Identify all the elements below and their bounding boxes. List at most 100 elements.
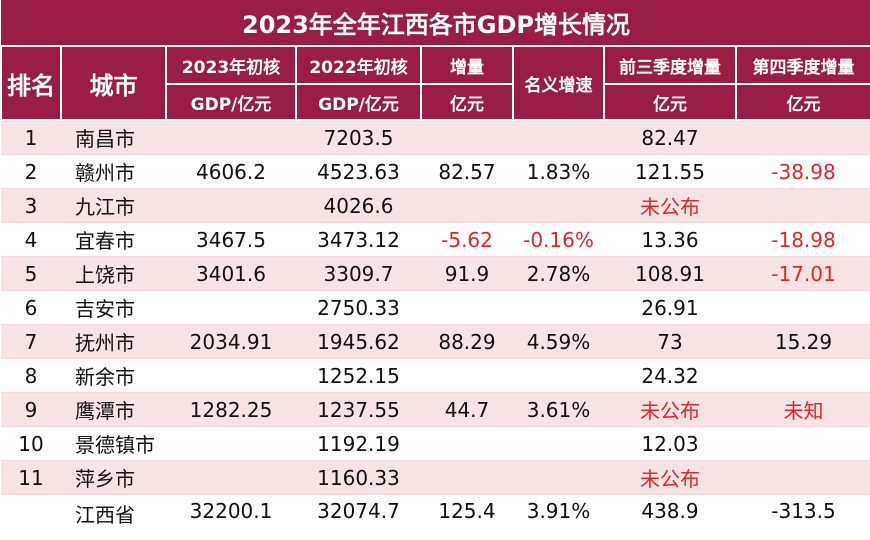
empty-cell <box>513 460 604 495</box>
column-header: 2023年初核 <box>165 45 297 85</box>
column-header: 增量 <box>420 45 514 85</box>
city-cell: 新余市 <box>61 358 166 393</box>
value-cell: 2 <box>1 154 61 189</box>
empty-cell <box>513 120 604 155</box>
value-cell: 3 <box>1 188 61 223</box>
value-cell: 3.91% <box>513 494 604 540</box>
value-cell: 1.83% <box>513 154 604 189</box>
column-unit: 亿元 <box>420 83 514 121</box>
table-row: 8 新余市 1252.15 24.32 <box>1 358 870 393</box>
table-title: 2023年全年江西各市GDP增长情况 <box>1 0 870 47</box>
empty-cell <box>1 494 61 540</box>
value-cell: 1237.55 <box>296 392 421 427</box>
city-cell: 南昌市 <box>61 120 166 155</box>
empty-cell <box>166 358 296 393</box>
table-row: 5 上饶市 3401.6 3309.7 91.9 2.78% 108.91 -17.01 <box>1 256 870 291</box>
value-cell: 1192.19 <box>296 426 421 461</box>
empty-cell <box>736 358 870 393</box>
value-cell: 121.55 <box>604 154 736 189</box>
value-cell: 1 <box>1 120 61 155</box>
table-body: 1 南昌市 7203.5 82.47 2 赣州市 4606.2 4523.63 82.57 1.8… <box>1 120 870 540</box>
city-cell: 江西省 <box>61 494 166 540</box>
value-cell: -5.62 <box>421 222 513 257</box>
header-row: GDP/亿元 GDP/亿元 亿元 亿元 亿元 <box>1 83 870 121</box>
city-cell: 吉安市 <box>61 290 166 325</box>
empty-cell <box>166 460 296 495</box>
table-row: 4 宜春市 3467.5 3473.12 -5.62 -0.16% 13.36 -18.98 <box>1 222 870 257</box>
empty-cell <box>166 290 296 325</box>
value-cell: 82.57 <box>421 154 513 189</box>
value-cell: 未公布 <box>604 460 736 495</box>
column-unit: GDP/亿元 <box>165 83 297 121</box>
empty-cell <box>166 188 296 223</box>
table-row: 11 萍乡市 1160.33 未公布 <box>1 460 870 495</box>
value-cell: 6 <box>1 290 61 325</box>
value-cell: 未公布 <box>604 392 736 427</box>
value-cell: 108.91 <box>604 256 736 291</box>
empty-cell <box>421 290 513 325</box>
city-cell: 萍乡市 <box>61 460 166 495</box>
empty-cell <box>736 290 870 325</box>
city-cell: 九江市 <box>61 188 166 223</box>
value-cell: 15.29 <box>736 324 870 359</box>
column-header: 第四季度增量 <box>734 45 870 85</box>
value-cell: 32200.1 <box>166 494 296 540</box>
value-cell: 4026.6 <box>296 188 421 223</box>
value-cell: 4606.2 <box>166 154 296 189</box>
value-cell: 10 <box>1 426 61 461</box>
value-cell: 未公布 <box>604 188 736 223</box>
value-cell: 3401.6 <box>166 256 296 291</box>
value-cell: 91.9 <box>421 256 513 291</box>
table-row: 江西省 32200.1 32074.7 125.4 3.91% 438.9 -313.5 <box>1 494 870 540</box>
column-header: 前三季度增量 <box>603 45 737 85</box>
empty-cell <box>166 426 296 461</box>
city-cell: 宜春市 <box>61 222 166 257</box>
value-cell: 88.29 <box>421 324 513 359</box>
header-row: 排名 城市 2023年初核 2022年初核 增量 名义增速 前三季度增量 第四季度增量 <box>0 45 870 121</box>
value-cell: 2.78% <box>513 256 604 291</box>
empty-cell <box>513 290 604 325</box>
value-cell: 3309.7 <box>296 256 421 291</box>
empty-cell <box>421 120 513 155</box>
empty-cell <box>736 120 870 155</box>
empty-cell <box>736 426 870 461</box>
city-cell: 鹰潭市 <box>61 392 166 427</box>
column-header: 城市 <box>60 45 167 121</box>
value-cell: 1945.62 <box>296 324 421 359</box>
city-cell: 上饶市 <box>61 256 166 291</box>
column-unit: 亿元 <box>603 83 737 121</box>
table-row: 6 吉安市 2750.33 26.91 <box>1 290 870 325</box>
value-cell: 1282.25 <box>166 392 296 427</box>
value-cell: -17.01 <box>736 256 870 291</box>
value-cell: 7203.5 <box>296 120 421 155</box>
value-cell: 5 <box>1 256 61 291</box>
empty-cell <box>421 460 513 495</box>
value-cell: 9 <box>1 392 61 427</box>
value-cell: 82.47 <box>604 120 736 155</box>
value-cell: 32074.7 <box>296 494 421 540</box>
table-row: 7 抚州市 2034.91 1945.62 88.29 4.59% 73 15.29 <box>1 324 870 359</box>
value-cell: 2750.33 <box>296 290 421 325</box>
column-unit: 亿元 <box>734 83 870 121</box>
value-cell: -18.98 <box>736 222 870 257</box>
value-cell: 3467.5 <box>166 222 296 257</box>
column-header: 名义增速 <box>512 45 605 121</box>
value-cell: 4.59% <box>513 324 604 359</box>
city-cell: 赣州市 <box>61 154 166 189</box>
value-cell: 438.9 <box>604 494 736 540</box>
value-cell: 1160.33 <box>296 460 421 495</box>
column-unit: GDP/亿元 <box>295 83 422 121</box>
table-row: 3 九江市 4026.6 未公布 <box>1 188 870 223</box>
column-header: 排名 <box>0 45 62 121</box>
value-cell: 8 <box>1 358 61 393</box>
value-cell: 4523.63 <box>296 154 421 189</box>
column-header: 2022年初核 <box>295 45 422 85</box>
value-cell: 13.36 <box>604 222 736 257</box>
value-cell: 3.61% <box>513 392 604 427</box>
value-cell: 11 <box>1 460 61 495</box>
table-row: 2 赣州市 4606.2 4523.63 82.57 1.83% 121.55 -38.98 <box>1 154 870 189</box>
value-cell: -313.5 <box>736 494 870 540</box>
value-cell: 未知 <box>736 392 870 427</box>
empty-cell <box>513 358 604 393</box>
